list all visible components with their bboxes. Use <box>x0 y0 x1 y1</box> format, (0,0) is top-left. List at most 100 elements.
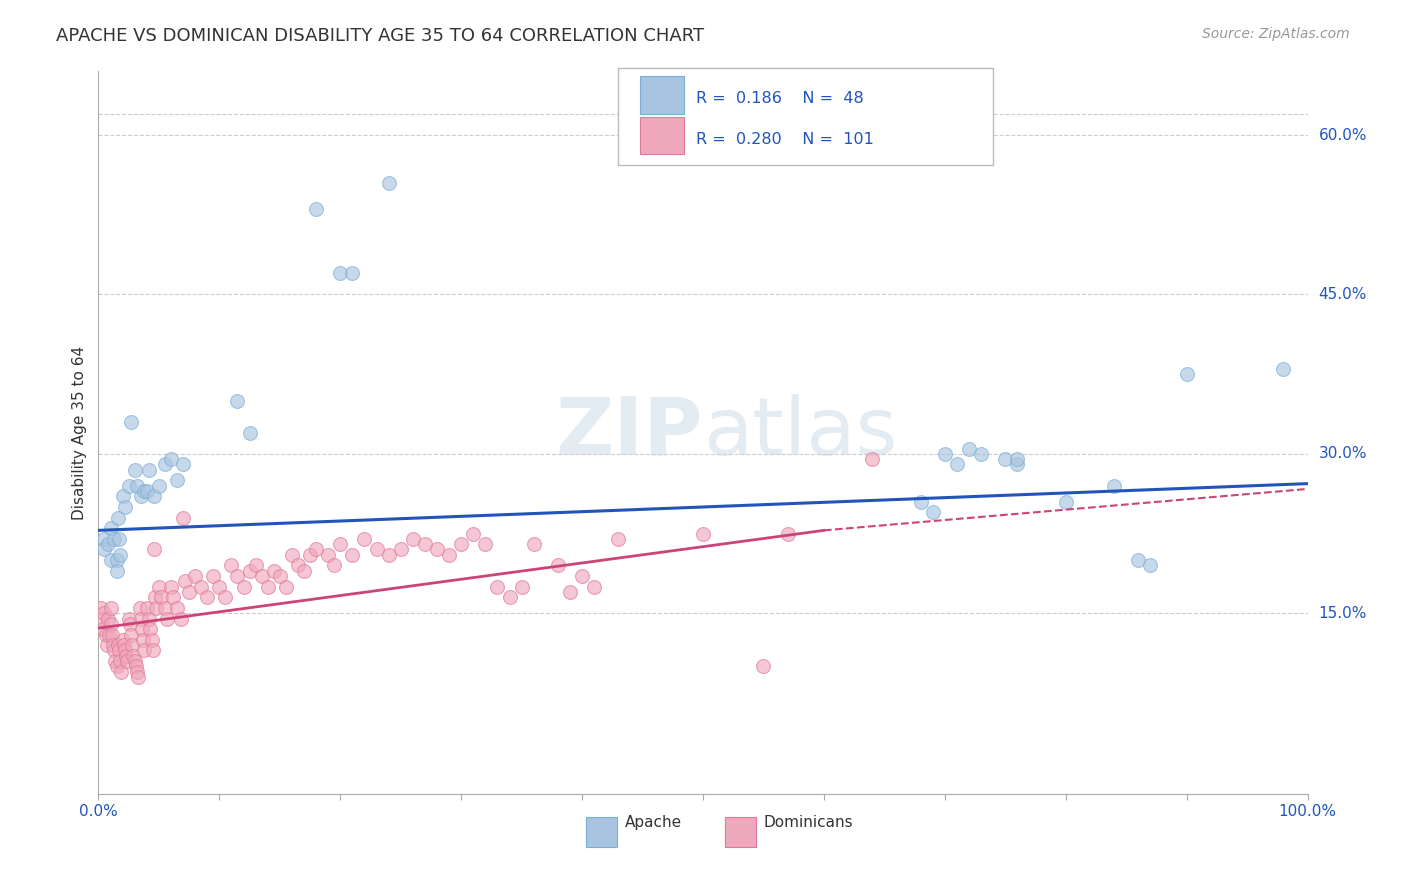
Text: ZIP: ZIP <box>555 393 703 472</box>
Point <box>162 591 184 605</box>
Point <box>1175 367 1198 381</box>
Point <box>195 591 218 605</box>
Point <box>214 591 236 605</box>
Point <box>239 425 262 440</box>
Point <box>1139 558 1161 573</box>
Point <box>114 500 136 514</box>
Point <box>108 654 131 668</box>
Point <box>114 643 136 657</box>
Point <box>120 627 142 641</box>
Point <box>139 622 162 636</box>
Text: R =  0.280    N =  101: R = 0.280 N = 101 <box>696 132 873 146</box>
Y-axis label: Disability Age 35 to 64: Disability Age 35 to 64 <box>72 345 87 520</box>
Point <box>160 580 183 594</box>
Point <box>103 532 125 546</box>
Point <box>342 548 364 562</box>
Point <box>1128 553 1150 567</box>
Point <box>142 643 165 657</box>
Point <box>93 542 115 557</box>
Point <box>860 452 883 467</box>
Point <box>127 670 149 684</box>
Point <box>172 458 194 472</box>
Point <box>413 537 436 551</box>
Point <box>523 537 546 551</box>
Point <box>131 622 153 636</box>
Point <box>174 574 197 589</box>
Point <box>994 452 1017 467</box>
Point <box>127 479 149 493</box>
Point <box>274 580 297 594</box>
Point <box>239 564 262 578</box>
FancyBboxPatch shape <box>619 68 993 165</box>
Point <box>127 665 149 679</box>
Point <box>124 654 146 668</box>
Point <box>498 591 520 605</box>
Point <box>108 643 131 657</box>
FancyBboxPatch shape <box>640 117 683 154</box>
Text: atlas: atlas <box>703 393 897 472</box>
Point <box>118 611 141 625</box>
Point <box>366 542 388 557</box>
Point <box>145 601 167 615</box>
Point <box>329 537 352 551</box>
Point <box>316 548 339 562</box>
Point <box>117 654 139 668</box>
Point <box>299 548 322 562</box>
Point <box>93 532 115 546</box>
Text: APACHE VS DOMINICAN DISABILITY AGE 35 TO 64 CORRELATION CHART: APACHE VS DOMINICAN DISABILITY AGE 35 TO… <box>56 27 704 45</box>
Point <box>263 564 285 578</box>
Point <box>607 532 630 546</box>
Point <box>118 479 141 493</box>
FancyBboxPatch shape <box>724 817 756 847</box>
Point <box>202 569 225 583</box>
Point <box>105 564 128 578</box>
Point <box>179 585 201 599</box>
Point <box>97 611 120 625</box>
Point <box>112 638 135 652</box>
Point <box>108 532 131 546</box>
Point <box>132 632 155 647</box>
Point <box>402 532 425 546</box>
Point <box>135 601 157 615</box>
Point <box>226 393 249 408</box>
Point <box>166 601 188 615</box>
Point <box>221 558 243 573</box>
Point <box>946 458 969 472</box>
Point <box>583 580 606 594</box>
Point <box>910 494 932 508</box>
Point <box>172 510 194 524</box>
Point <box>134 484 156 499</box>
Point <box>160 452 183 467</box>
Point <box>108 548 131 562</box>
Point <box>323 558 346 573</box>
Point <box>120 415 142 429</box>
Text: R =  0.186    N =  48: R = 0.186 N = 48 <box>696 91 863 106</box>
Point <box>143 489 166 503</box>
Point <box>97 537 120 551</box>
Point <box>100 616 122 631</box>
Point <box>486 580 509 594</box>
Point <box>166 474 188 488</box>
Point <box>134 643 156 657</box>
Text: 30.0%: 30.0% <box>1319 446 1367 461</box>
Point <box>692 526 714 541</box>
Point <box>1054 494 1077 508</box>
Point <box>329 266 352 280</box>
Point <box>138 611 160 625</box>
Point <box>169 611 191 625</box>
Point <box>226 569 249 583</box>
Point <box>292 564 315 578</box>
Point <box>921 505 943 519</box>
Point <box>558 585 581 599</box>
Point <box>353 532 375 546</box>
Point <box>100 601 122 615</box>
Point <box>111 632 134 647</box>
Point <box>94 627 117 641</box>
Point <box>98 627 121 641</box>
Point <box>547 558 569 573</box>
Point <box>1007 458 1029 472</box>
Point <box>100 627 122 641</box>
Text: Source: ZipAtlas.com: Source: ZipAtlas.com <box>1202 27 1350 41</box>
Point <box>107 510 129 524</box>
Text: 45.0%: 45.0% <box>1319 287 1367 302</box>
